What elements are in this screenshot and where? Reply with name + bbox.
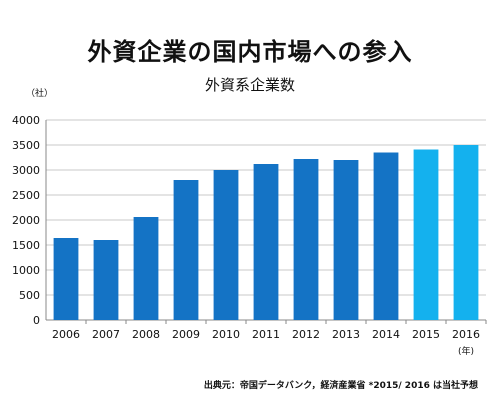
x-tick-label: 2016 [452,328,480,341]
bar-2010 [213,170,239,320]
x-tick-label: 2015 [412,328,440,341]
bar-2016 [453,145,479,320]
x-axis-unit-label: (年) [458,345,474,357]
y-tick-label: 2000 [12,214,40,227]
x-tick-label: 2007 [92,328,120,341]
bar-2012 [293,159,319,320]
x-tick-label: 2012 [292,328,320,341]
y-tick-label: 1000 [12,264,40,277]
y-tick-label: 500 [19,289,40,302]
bar-2008 [133,217,159,320]
bar-2013 [333,160,359,320]
bar-2006 [53,238,79,320]
x-tick-label: 2010 [212,328,240,341]
bar-2009 [173,180,199,320]
y-tick-label: 1500 [12,239,40,252]
y-tick-label: 2500 [12,189,40,202]
y-tick-label: 4000 [12,114,40,127]
bar-2015 [413,149,439,320]
x-tick-label: 2009 [172,328,200,341]
y-tick-label: 3000 [12,164,40,177]
chart-title: 外資企業の国内市場への参入 [87,38,413,66]
x-tick-label: 2008 [132,328,160,341]
bar-2007 [93,240,119,320]
source-note: 出典元：帝国データバンク，経済産業省 *2015/ 2016 は当社予想 [203,381,478,391]
x-tick-label: 2014 [372,328,400,341]
x-tick-label: 2006 [52,328,80,341]
x-tick-label: 2013 [332,328,360,341]
y-tick-label: 3500 [12,139,40,152]
x-tick-label: 2011 [252,328,280,341]
bar-2014 [373,152,399,320]
chart-subtitle: 外資系企業数 [204,76,295,94]
bar-2011 [253,164,279,320]
y-tick-label: 0 [33,314,40,327]
